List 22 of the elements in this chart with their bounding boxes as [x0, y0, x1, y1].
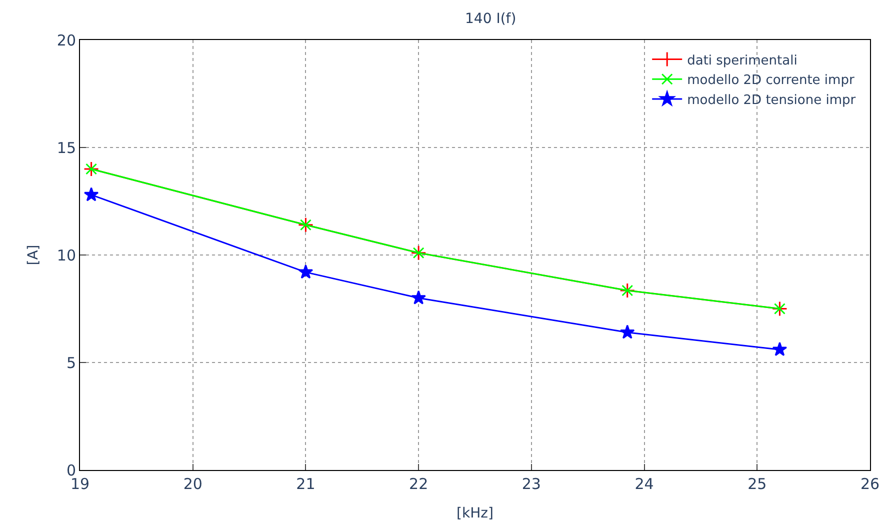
legend-label: modello 2D corrente impr [687, 73, 855, 88]
y-tick-label: 15 [56, 138, 76, 157]
x-tick-label: 25 [748, 475, 767, 493]
point [298, 264, 314, 279]
x-tick-label: 22 [409, 475, 428, 493]
point [620, 324, 635, 339]
point [772, 342, 788, 356]
x-tick-label: 20 [183, 475, 202, 493]
x-tick-label: 23 [522, 475, 541, 493]
chart-title: 140 I(f) [465, 11, 516, 28]
x-tick-label: 21 [296, 475, 316, 493]
legend-label: dati sperimentali [687, 53, 798, 68]
point [411, 290, 426, 304]
y-axis-title: [A] [26, 244, 42, 266]
x-axis-title: [kHz] [456, 505, 494, 522]
y-tick-label: 10 [56, 246, 76, 264]
point [84, 187, 99, 202]
x-tick-label: 24 [634, 475, 654, 493]
legend-label: modello 2D tensione impr [687, 93, 856, 108]
y-tick-label: 20 [56, 31, 76, 50]
y-tick-label: 5 [66, 354, 76, 372]
x-tick-label: 26 [860, 475, 880, 493]
